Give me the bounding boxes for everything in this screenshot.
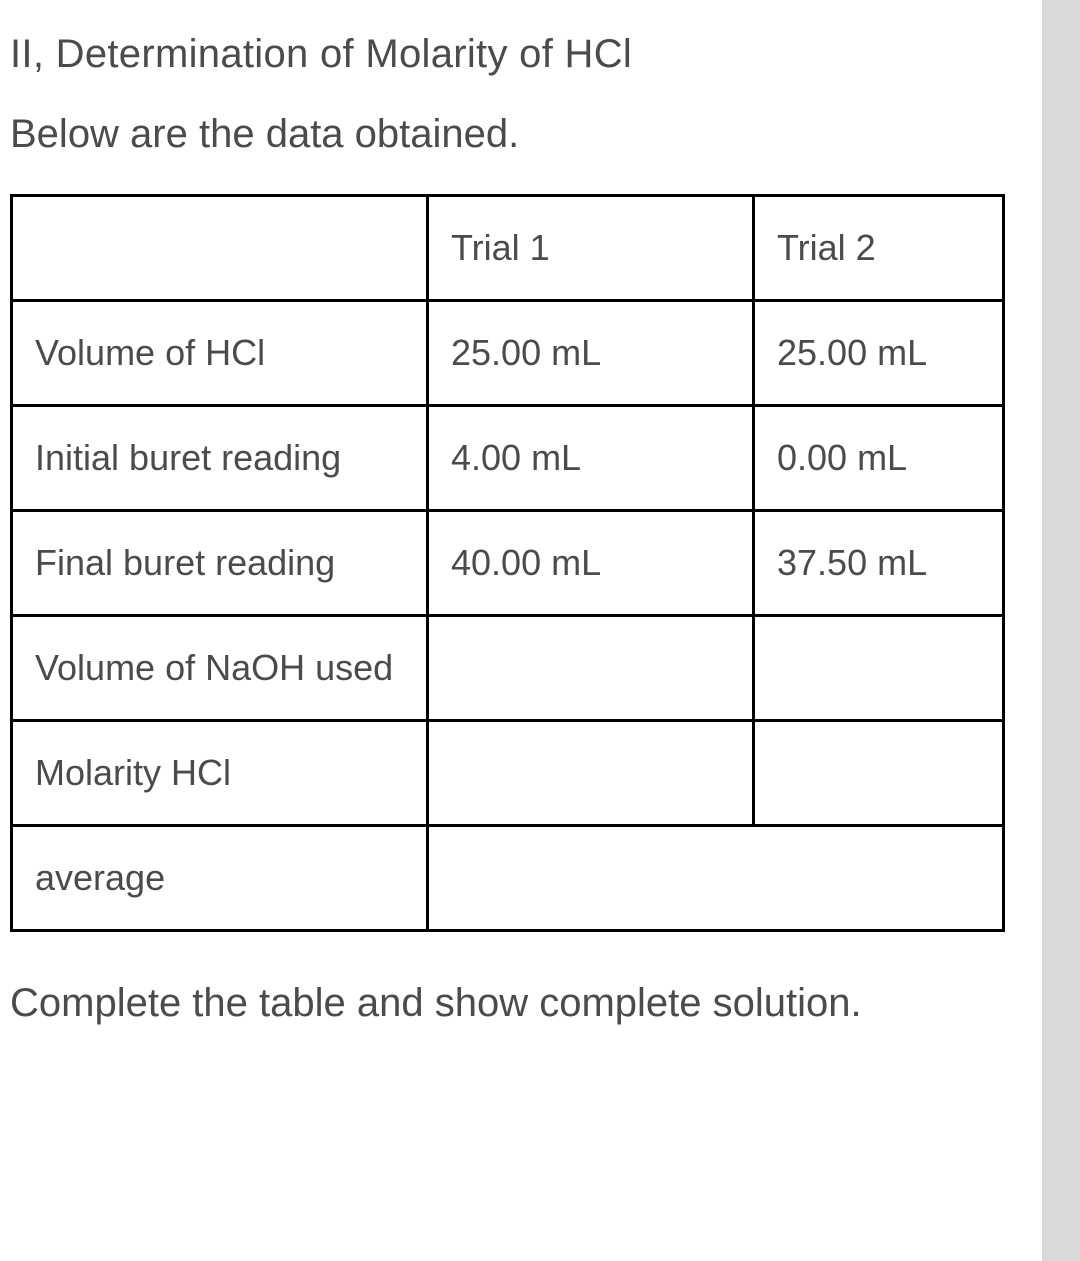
table-header-trial1: Trial 1 — [428, 196, 754, 301]
document-content: II, Determination of Molarity of HCl Bel… — [0, 0, 1042, 1034]
instruction-text: Complete the table and show complete sol… — [10, 972, 1022, 1034]
table-header-row: Trial 1 Trial 2 — [12, 196, 1004, 301]
section-subheading: Below are the data obtained. — [10, 108, 1022, 160]
cell-trial1: 25.00 mL — [428, 301, 754, 406]
cell-trial1: 40.00 mL — [428, 511, 754, 616]
cell-trial1 — [428, 616, 754, 721]
table-row: Final buret reading 40.00 mL 37.50 mL — [12, 511, 1004, 616]
table-row: Volume of HCl 25.00 mL 25.00 mL — [12, 301, 1004, 406]
row-label: Initial buret reading — [12, 406, 428, 511]
cell-trial2 — [754, 721, 1004, 826]
cell-trial2: 25.00 mL — [754, 301, 1004, 406]
cell-trial1: 4.00 mL — [428, 406, 754, 511]
row-label: Molarity HCl — [12, 721, 428, 826]
cell-average — [428, 826, 1004, 931]
table-row: Initial buret reading 4.00 mL 0.00 mL — [12, 406, 1004, 511]
cell-trial1 — [428, 721, 754, 826]
table-header-trial2: Trial 2 — [754, 196, 1004, 301]
row-label: Volume of NaOH used — [12, 616, 428, 721]
table-row: Volume of NaOH used — [12, 616, 1004, 721]
scrollbar-thumb[interactable] — [1042, 0, 1080, 1261]
table-row: Molarity HCl — [12, 721, 1004, 826]
row-label-average: average — [12, 826, 428, 931]
table-row-average: average — [12, 826, 1004, 931]
row-label: Volume of HCl — [12, 301, 428, 406]
cell-trial2: 37.50 mL — [754, 511, 1004, 616]
table-header-blank — [12, 196, 428, 301]
cell-trial2 — [754, 616, 1004, 721]
data-table: Trial 1 Trial 2 Volume of HCl 25.00 mL 2… — [10, 194, 1005, 932]
section-heading: II, Determination of Molarity of HCl — [10, 28, 1022, 80]
scrollbar-track[interactable] — [1042, 0, 1080, 1261]
cell-trial2: 0.00 mL — [754, 406, 1004, 511]
row-label: Final buret reading — [12, 511, 428, 616]
page: II, Determination of Molarity of HCl Bel… — [0, 0, 1080, 1261]
